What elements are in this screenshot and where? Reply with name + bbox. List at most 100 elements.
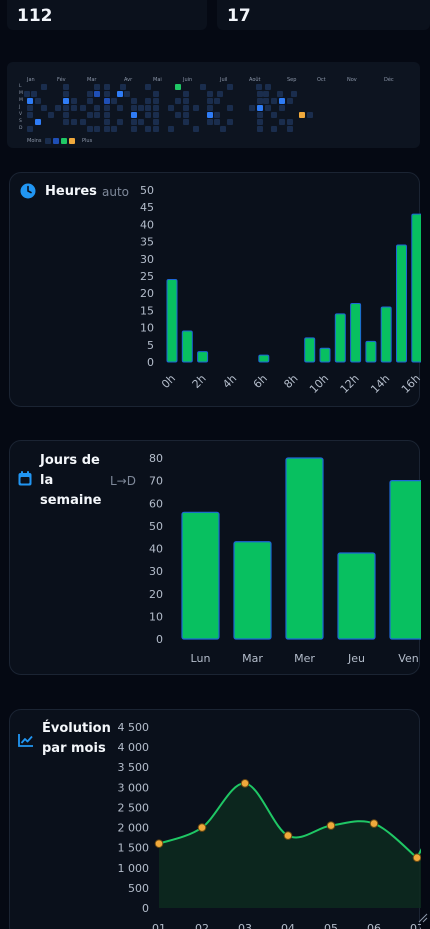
- heatmap-cell: [94, 112, 100, 118]
- heatmap-cell: [193, 105, 199, 111]
- monthly-chart: 0 500 1 000 1 500 2 000 2 500 3 000 3 500 4 000 4…: [118, 721, 421, 929]
- monthly-x-tick: 03: [238, 922, 252, 929]
- hours-bar: [380, 306, 392, 363]
- heatmap-cell: [94, 126, 100, 132]
- heatmap-cell: [183, 98, 189, 104]
- weekdays-title-line: semaine: [40, 493, 102, 508]
- heatmap-cell: [104, 126, 110, 132]
- heatmap-cell: [131, 98, 137, 104]
- heatmap-cell: [279, 98, 285, 104]
- heatmap-cell: [271, 126, 277, 132]
- heatmap-cell: [138, 105, 144, 111]
- heatmap-cell: [265, 105, 271, 111]
- heatmap-cell: [87, 98, 93, 104]
- hours-y-tick: 45: [140, 201, 154, 214]
- heatmap-cell: [153, 119, 159, 125]
- hours-y-tick: 15: [140, 304, 154, 317]
- heatmap-cell: [41, 84, 47, 90]
- heatmap-cell: [175, 84, 181, 90]
- heatmap-cell: [214, 112, 220, 118]
- heatmap-month-label: Juil: [220, 77, 228, 83]
- heatmap-cell: [307, 112, 313, 118]
- hours-x-tick: 10h: [307, 372, 331, 396]
- hours-card: Heures auto 0 5 10 15 20 25 30 35 40 45 50 0h 2h 4h 6h…: [9, 172, 421, 407]
- heatmap-cell: [220, 126, 226, 132]
- heatmap-cell: [214, 119, 220, 125]
- heatmap-day-label: S: [19, 119, 22, 124]
- monthly-point: [412, 853, 421, 863]
- stat-tile-total: 112: [7, 0, 207, 30]
- monthly-point: [283, 831, 293, 840]
- heatmap-month-label: Juin: [183, 77, 193, 83]
- heatmap-cell: [153, 105, 159, 111]
- monthly-y-tick: 4 500: [118, 721, 150, 734]
- heatmap-cell: [299, 112, 305, 118]
- heatmap-cell: [104, 119, 110, 125]
- heatmap-month-label: Avr: [124, 77, 133, 83]
- heatmap-cell: [257, 112, 263, 118]
- resize-grip-icon[interactable]: [418, 908, 428, 927]
- heatmap-cell: [271, 98, 277, 104]
- heatmap-cell: [80, 119, 86, 125]
- hours-bar: [258, 354, 270, 363]
- monthly-y-tick: 3 500: [118, 761, 150, 774]
- heatmap-cell: [131, 112, 137, 118]
- heatmap-cell: [279, 119, 285, 125]
- heatmap-cell: [287, 126, 293, 132]
- heatmap-month-label: Août: [249, 77, 261, 83]
- weekdays-chart: 0 10 20 30 40 50 60 70 80 Lun Mar Mer Jeu Ven: [149, 452, 421, 665]
- heatmap-cell: [271, 112, 277, 118]
- monthly-point: [197, 823, 207, 832]
- heatmap-cell: [27, 112, 33, 118]
- heatmap-cell: [104, 112, 110, 118]
- stat-value: 17: [227, 6, 251, 26]
- heatmap-cell: [153, 91, 159, 97]
- heatmap-cell: [63, 112, 69, 118]
- heatmap-cell: [257, 126, 263, 132]
- heatmap-cell: [94, 84, 100, 90]
- heatmap-cell: [111, 98, 117, 104]
- monthly-title-line: Évolution: [42, 721, 111, 736]
- monthly-y-tick: 0: [142, 902, 149, 915]
- heatmap-cell: [145, 84, 151, 90]
- heatmap-cell: [104, 105, 110, 111]
- weekdays-y-tick: 80: [149, 452, 163, 465]
- monthly-y-tick: 4 000: [118, 741, 150, 754]
- heatmap-cell: [145, 126, 151, 132]
- heatmap-cell: [24, 91, 30, 97]
- monthly-x-tick: 07: [410, 922, 421, 929]
- weekdays-x-tick: Mar: [242, 652, 263, 665]
- heatmap-cell: [48, 112, 54, 118]
- weekdays-x-tick: Mer: [294, 652, 315, 665]
- heatmap-cell: [138, 119, 144, 125]
- heatmap-cell: [183, 105, 189, 111]
- heatmap-cell: [227, 105, 233, 111]
- heatmap-month-label: Nov: [347, 77, 357, 83]
- weekdays-bar: [233, 541, 272, 640]
- heatmap-cell: [111, 126, 117, 132]
- hours-bar: [166, 278, 178, 363]
- hours-y-tick: 35: [140, 236, 154, 249]
- hours-bar: [197, 351, 209, 363]
- monthly-y-tick: 500: [128, 882, 149, 895]
- trend-icon: [18, 732, 34, 751]
- heatmap-cell: [80, 105, 86, 111]
- monthly-x-tick: 02: [195, 922, 209, 929]
- heatmap-day-label: L: [19, 84, 22, 89]
- heatmap-cell: [263, 91, 269, 97]
- heatmap-cell: [71, 98, 77, 104]
- heatmap-cell: [287, 119, 293, 125]
- heatmap-cell: [265, 84, 271, 90]
- heatmap-cell: [131, 105, 137, 111]
- heatmap-legend-low: Moins: [27, 138, 42, 144]
- hours-y-tick: 10: [140, 322, 154, 335]
- weekdays-y-tick: 10: [149, 610, 163, 623]
- heatmap-cell: [31, 91, 37, 97]
- heatmap-cell: [207, 112, 213, 118]
- heatmap-legend-swatch: [45, 138, 51, 144]
- heatmap-cell: [217, 91, 223, 97]
- heatmap-day-label: D: [19, 126, 23, 131]
- heatmap-cell: [168, 105, 174, 111]
- hours-x-tick: 2h: [190, 372, 209, 391]
- heatmap-cell: [145, 105, 151, 111]
